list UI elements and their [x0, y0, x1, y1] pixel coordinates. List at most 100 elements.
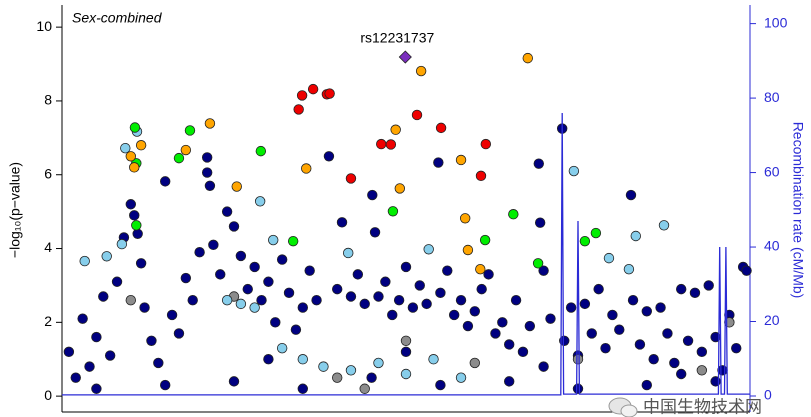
snp-point: [568, 165, 580, 177]
snp-point: [290, 324, 302, 335]
snp-point: [135, 140, 147, 151]
snp-point: [301, 163, 312, 174]
snp-point: [343, 247, 354, 259]
snp-point: [332, 372, 343, 383]
snp-point: [462, 320, 474, 332]
snp-point: [166, 309, 178, 321]
snp-point: [400, 261, 412, 273]
snp-point: [696, 346, 708, 358]
snp-point: [476, 283, 487, 295]
points: [62, 50, 752, 396]
snp-point: [480, 138, 492, 150]
snp-point: [369, 227, 381, 238]
snp-point: [669, 357, 680, 369]
snp-point: [228, 376, 240, 387]
snp-point: [159, 379, 171, 391]
snp-point: [630, 230, 641, 242]
snp-point: [455, 372, 467, 383]
snp-point: [442, 265, 453, 276]
snp-point: [101, 251, 112, 262]
snp-point: [129, 122, 141, 133]
snp-point: [255, 145, 267, 157]
snp-point: [625, 189, 637, 201]
snp-point: [359, 383, 370, 394]
snp-point: [435, 379, 446, 391]
snp-point: [345, 365, 357, 376]
lead-snp-label: rs12231737: [360, 30, 434, 46]
snp-point: [373, 357, 384, 369]
snp-point: [435, 122, 447, 134]
snp-point: [125, 294, 137, 306]
snp-point: [579, 235, 591, 247]
snp-point: [104, 350, 116, 361]
snp-point: [510, 294, 522, 306]
watermark-icon: [608, 397, 638, 417]
snp-point: [380, 276, 391, 287]
snp-point: [318, 361, 329, 372]
snp-point: [655, 302, 666, 313]
snp-point: [433, 157, 444, 168]
snp-point: [634, 339, 646, 350]
snp-point: [572, 383, 584, 394]
snp-point: [435, 287, 446, 299]
snp-point: [221, 294, 233, 306]
snp-point: [367, 189, 378, 201]
y2-tick-label: 20: [764, 312, 780, 328]
y-tick-label: 4: [44, 239, 52, 255]
y2-tick-label: 40: [764, 238, 780, 254]
snp-point: [400, 346, 412, 358]
snp-point: [91, 383, 102, 394]
y-tick-label: 8: [44, 92, 52, 108]
snp-point: [641, 379, 653, 391]
y2-axis-label: Recombination rate (cM/Mb): [790, 122, 806, 299]
snp-point: [524, 320, 536, 332]
snp-point: [479, 234, 491, 246]
snp-point: [304, 265, 315, 276]
snp-point: [394, 183, 406, 194]
snp-point: [287, 235, 299, 247]
snp-point: [120, 142, 131, 154]
snp-point: [623, 263, 635, 275]
snp-point: [376, 138, 387, 150]
chart-title: Sex-combined: [72, 10, 163, 26]
snp-point: [132, 228, 143, 239]
snp-point: [276, 342, 288, 354]
snp-point: [603, 252, 615, 264]
snp-point: [658, 220, 670, 231]
snp-point: [135, 258, 147, 269]
snp-point: [682, 335, 694, 346]
watermark: 中国生物技术网: [643, 397, 762, 416]
snp-point: [359, 298, 370, 310]
snp-point: [586, 328, 597, 339]
snp-point: [208, 239, 219, 251]
snp-point: [263, 276, 274, 287]
snp-point: [366, 372, 377, 383]
snp-point: [459, 213, 471, 224]
y-tick-label: 6: [44, 165, 52, 181]
y-tick-label: 2: [44, 313, 52, 329]
snp-point: [228, 221, 240, 232]
snp-point: [504, 339, 515, 350]
snp-point: [146, 335, 157, 346]
snp-point: [242, 283, 253, 295]
snp-point: [254, 196, 266, 207]
snp-point: [696, 365, 708, 376]
snp-point: [79, 255, 90, 267]
snp-point: [400, 335, 412, 346]
snp-point: [469, 306, 481, 317]
snp-point: [538, 361, 549, 372]
snp-point: [98, 291, 109, 302]
snp-point: [385, 139, 397, 150]
snp-point: [448, 309, 460, 321]
snp-point: [590, 227, 602, 239]
snp-point: [201, 167, 213, 178]
snp-point: [689, 287, 701, 299]
snp-point: [703, 280, 714, 291]
snp-point: [411, 109, 423, 121]
snp-point: [235, 298, 247, 310]
snp-point: [517, 346, 529, 358]
y-axis-label: −log₁₀(p−value): [7, 162, 23, 258]
snp-point: [116, 238, 128, 250]
snp-point: [231, 181, 242, 192]
